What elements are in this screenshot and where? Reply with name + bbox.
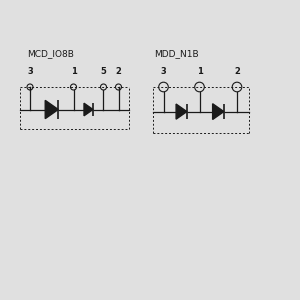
Text: MCD_IO8B: MCD_IO8B (27, 50, 74, 58)
Polygon shape (45, 100, 58, 118)
Text: MDD_N1B: MDD_N1B (154, 50, 199, 58)
Text: 5: 5 (100, 68, 106, 76)
Polygon shape (213, 104, 224, 119)
Text: 2: 2 (234, 68, 240, 76)
Text: 2: 2 (116, 68, 122, 76)
Text: 1: 1 (196, 68, 202, 76)
Text: 1: 1 (70, 68, 76, 76)
Polygon shape (84, 103, 93, 116)
Text: 3: 3 (27, 68, 33, 76)
Polygon shape (176, 104, 187, 119)
Text: 3: 3 (160, 68, 166, 76)
